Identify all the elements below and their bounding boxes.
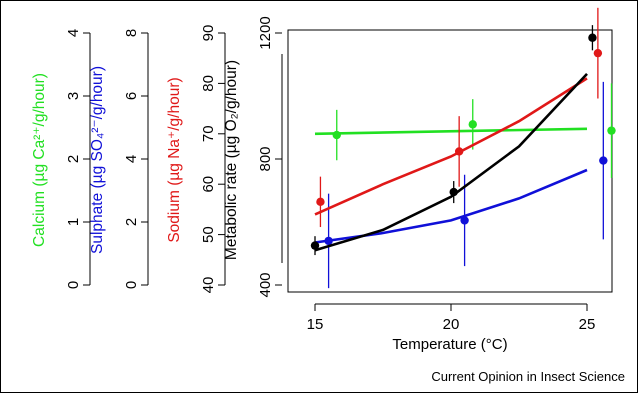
y-axes: 0 1 2 3 4 Calcium (µg Ca²⁺/g/hour) 0 2 4 6 8 Sulpha… — [31, 16, 283, 298]
series-sodium — [314, 7, 603, 228]
y-tick-label: 2 — [123, 218, 140, 226]
data-point — [324, 236, 333, 246]
y-axis-label-calcium: Calcium (µg Ca²⁺/g/hour) — [31, 73, 48, 247]
y-tick-label: 1 — [65, 218, 82, 226]
data-point — [310, 241, 320, 250]
y-tick-label: 400 — [257, 272, 274, 297]
y-tick-label: 70 — [200, 125, 217, 142]
x-tick-label: 20 — [443, 316, 460, 333]
x-tick-label: 15 — [307, 316, 324, 333]
y-tick-label: 60 — [200, 176, 217, 193]
y-axis-label-sulphate: Sulphate (µg SO₄²⁻/g/hour) — [89, 66, 106, 254]
y-tick-label: 6 — [123, 92, 140, 100]
y-tick-label: 40 — [200, 277, 217, 294]
data-series — [310, 7, 616, 289]
y-tick-label: 1200 — [257, 16, 274, 49]
data-point — [460, 216, 469, 225]
y-axis-calcium: 0 1 2 3 4 Calcium (µg Ca²⁺/g/hour) — [31, 29, 91, 289]
fit-line-sulphate — [314, 168, 588, 244]
data-point — [316, 197, 325, 207]
y-tick-label: 8 — [123, 29, 140, 37]
y-tick-label: 0 — [65, 281, 82, 289]
fit-line-sodium — [314, 77, 588, 216]
y-axis-label-metabolic: Metabolic rate (µg O₂/g/hour) — [223, 60, 240, 260]
data-point — [449, 187, 458, 197]
series-sulphate — [314, 81, 608, 289]
y-axis-label-sodium: Sodium (µg Na⁺/g/hour) — [166, 77, 183, 242]
y-tick-label: 80 — [200, 75, 217, 92]
fit-line-calcium — [314, 127, 588, 136]
series-calcium — [314, 83, 616, 178]
y-axis-sodium: 40 50 60 70 80 90 Sodium (µg Na⁺/g/hour) — [166, 25, 226, 294]
data-point — [332, 130, 341, 140]
x-tick-label: 25 — [579, 316, 596, 333]
y-tick-label: 4 — [65, 29, 82, 37]
data-point — [468, 120, 477, 129]
data-point — [454, 147, 464, 156]
plot-area — [287, 29, 613, 293]
y-tick-label: 50 — [200, 226, 217, 243]
y-tick-label: 2 — [65, 155, 82, 163]
fit-line-metabolic — [314, 73, 588, 252]
y-tick-label: 3 — [65, 92, 82, 100]
y-tick-label: 90 — [200, 25, 217, 42]
data-point — [607, 126, 616, 135]
y-axis-metabolic: 400 800 1200 Metabolic rate (µg O₂/g/hour) — [223, 16, 283, 298]
y-tick-label: 0 — [123, 281, 140, 289]
caption: Current Opinion in Insect Science — [431, 369, 625, 384]
data-point — [588, 33, 597, 42]
x-axis: 15 20 25 — [307, 303, 596, 333]
y-tick-label: 4 — [123, 155, 140, 163]
data-point — [599, 156, 608, 165]
y-axis-sulphate: 0 2 4 6 8 Sulphate (µg SO₄²⁻/g/hour) — [89, 29, 149, 289]
data-point — [593, 48, 603, 58]
series-metabolic — [310, 25, 597, 256]
x-axis-label: Temperature (°C) — [392, 336, 507, 353]
y-tick-label: 800 — [257, 146, 274, 171]
